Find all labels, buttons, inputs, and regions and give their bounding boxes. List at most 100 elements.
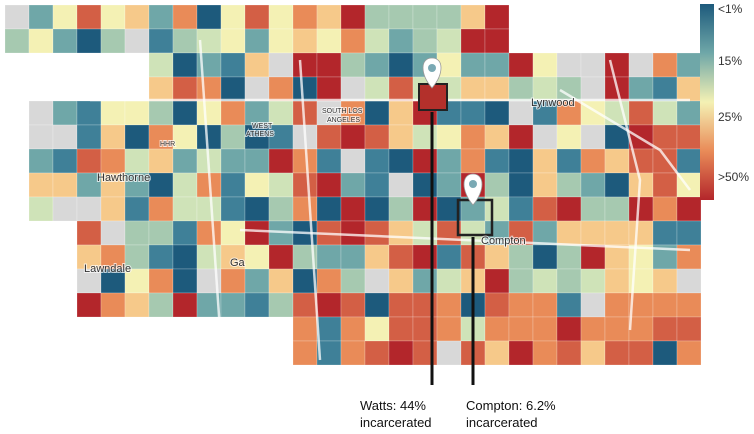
tract xyxy=(148,4,174,30)
tract xyxy=(268,124,294,150)
place-label: Lynwood xyxy=(531,97,575,109)
tract xyxy=(340,28,366,54)
tract xyxy=(100,268,126,294)
tract xyxy=(268,268,294,294)
tract xyxy=(388,172,414,198)
tract xyxy=(172,52,198,78)
tract xyxy=(268,52,294,78)
tract xyxy=(604,268,630,294)
tract xyxy=(316,124,342,150)
tract xyxy=(388,148,414,174)
tract xyxy=(124,196,150,222)
tract xyxy=(292,340,318,366)
tract xyxy=(532,148,558,174)
tract xyxy=(580,340,606,366)
tract xyxy=(388,124,414,150)
tract xyxy=(244,220,270,246)
tract xyxy=(340,268,366,294)
tract xyxy=(436,28,462,54)
tract xyxy=(532,340,558,366)
tract xyxy=(676,124,702,150)
tract xyxy=(436,292,462,318)
tract xyxy=(484,100,510,126)
tract xyxy=(172,100,198,126)
tract xyxy=(316,4,342,30)
tract xyxy=(76,172,102,198)
tract xyxy=(292,52,318,78)
choropleth-tiles xyxy=(4,4,702,366)
tract xyxy=(268,196,294,222)
tract xyxy=(388,220,414,246)
tract xyxy=(484,292,510,318)
tract xyxy=(508,292,534,318)
tract xyxy=(676,268,702,294)
tract xyxy=(460,124,486,150)
tract xyxy=(76,4,102,30)
tract xyxy=(388,316,414,342)
tract xyxy=(484,316,510,342)
tract xyxy=(268,100,294,126)
tract xyxy=(364,220,390,246)
annotation: Watts: 44% xyxy=(360,398,426,413)
legend-label: 25% xyxy=(718,110,742,124)
tract xyxy=(172,244,198,270)
tract xyxy=(628,172,654,198)
tract xyxy=(364,148,390,174)
place-label: SOUTH LOS xyxy=(322,108,363,115)
tract xyxy=(148,292,174,318)
tract xyxy=(28,4,54,30)
tract xyxy=(556,268,582,294)
tract xyxy=(484,172,510,198)
tract xyxy=(436,148,462,174)
tract xyxy=(364,268,390,294)
place-label: Lawndale xyxy=(84,263,131,275)
tract xyxy=(172,28,198,54)
tract xyxy=(652,316,678,342)
tract xyxy=(100,244,126,270)
tract xyxy=(580,124,606,150)
tract xyxy=(580,292,606,318)
tract xyxy=(148,76,174,102)
tract xyxy=(676,316,702,342)
tract xyxy=(220,292,246,318)
tract xyxy=(76,244,102,270)
tract xyxy=(292,316,318,342)
tract xyxy=(196,196,222,222)
tract xyxy=(652,196,678,222)
tract xyxy=(268,4,294,30)
tract xyxy=(652,268,678,294)
tract xyxy=(508,124,534,150)
tract xyxy=(580,244,606,270)
tract xyxy=(196,124,222,150)
tract xyxy=(340,316,366,342)
tract xyxy=(220,76,246,102)
tract xyxy=(364,292,390,318)
tract xyxy=(508,76,534,102)
tract xyxy=(172,76,198,102)
tract xyxy=(100,4,126,30)
tract xyxy=(244,292,270,318)
tract xyxy=(316,292,342,318)
tract xyxy=(604,340,630,366)
tract xyxy=(436,244,462,270)
tract xyxy=(100,100,126,126)
place-label: Ga xyxy=(230,257,246,269)
tract xyxy=(100,28,126,54)
tract xyxy=(604,316,630,342)
tract xyxy=(676,196,702,222)
tract xyxy=(364,4,390,30)
annotation: incarcerated xyxy=(466,415,538,430)
tract xyxy=(76,196,102,222)
tract xyxy=(556,52,582,78)
tract xyxy=(28,172,54,198)
tract xyxy=(4,4,30,30)
tract xyxy=(484,244,510,270)
tract xyxy=(268,172,294,198)
tract xyxy=(604,148,630,174)
tract xyxy=(364,244,390,270)
tract xyxy=(124,28,150,54)
tract xyxy=(28,100,54,126)
tract xyxy=(220,268,246,294)
tract xyxy=(100,220,126,246)
